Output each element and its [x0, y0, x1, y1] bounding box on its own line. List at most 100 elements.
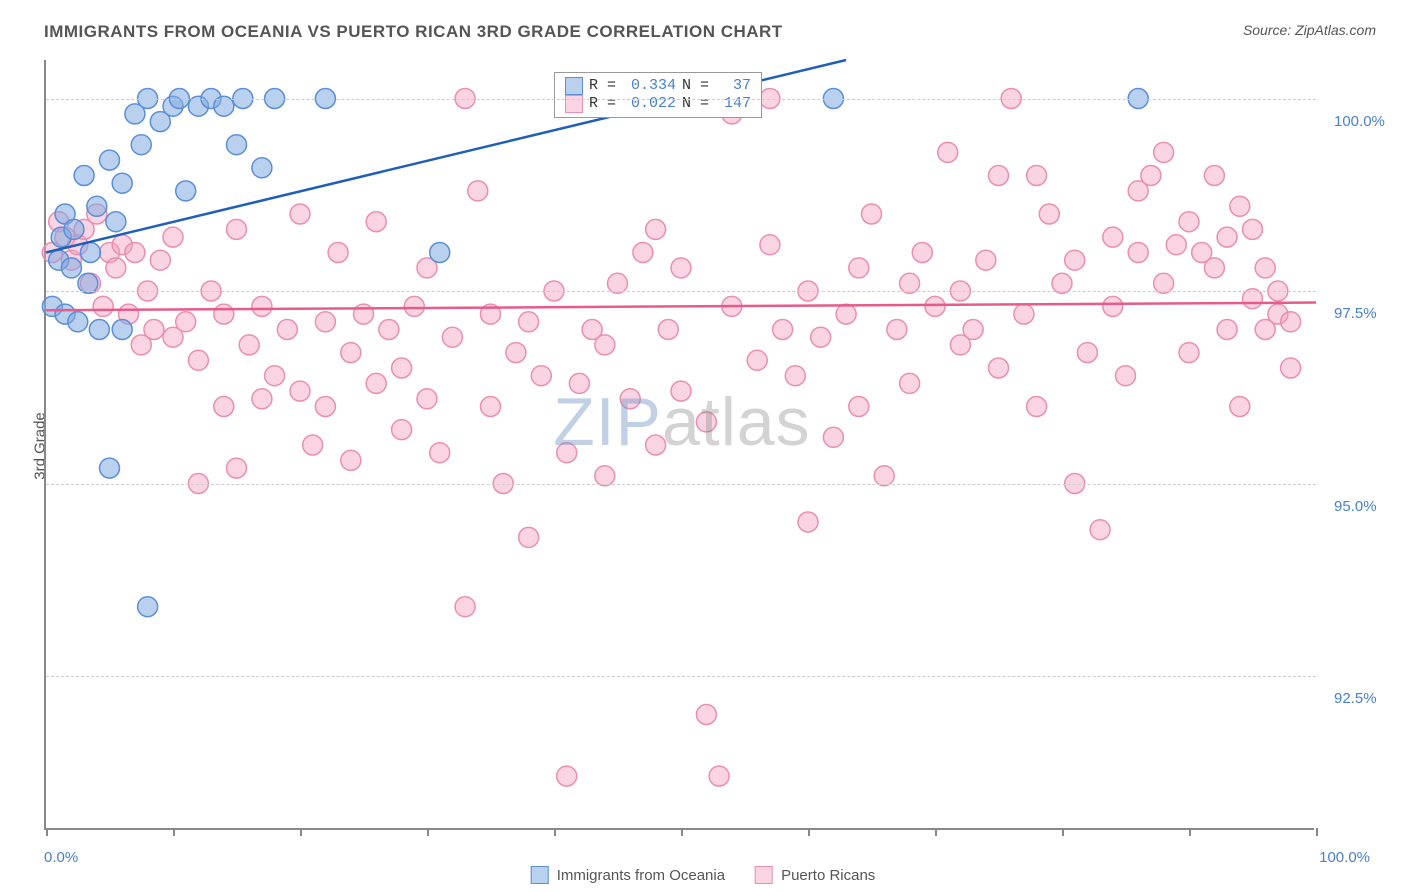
puerto_rican-point [989, 358, 1009, 378]
puerto_rican-point [392, 358, 412, 378]
puerto_rican-point [849, 397, 869, 417]
gridline [46, 676, 1316, 677]
x-tick [1189, 828, 1191, 836]
puerto_rican-point [1204, 258, 1224, 278]
legend-swatch [531, 866, 549, 884]
puerto_rican-point [1103, 227, 1123, 247]
puerto_rican-point [557, 766, 577, 786]
puerto_rican-point [773, 320, 793, 340]
oceania-point [61, 258, 81, 278]
puerto_rican-point [658, 320, 678, 340]
puerto_rican-point [836, 304, 856, 324]
chart-title: IMMIGRANTS FROM OCEANIA VS PUERTO RICAN … [44, 22, 783, 42]
puerto_rican-point [417, 389, 437, 409]
legend-item: Immigrants from Oceania [531, 866, 725, 884]
puerto_rican-point [506, 343, 526, 363]
legend-label: Puerto Ricans [781, 867, 875, 884]
puerto_rican-point [442, 327, 462, 347]
puerto_rican-point [455, 597, 475, 617]
puerto_rican-point [265, 366, 285, 386]
puerto_rican-point [366, 373, 386, 393]
puerto_rican-point [1065, 250, 1085, 270]
source-attribution: Source: ZipAtlas.com [1243, 22, 1376, 38]
x-tick [300, 828, 302, 836]
puerto_rican-point [1027, 397, 1047, 417]
puerto_rican-point [468, 181, 488, 201]
puerto_rican-point [93, 296, 113, 316]
puerto_rican-point [1103, 296, 1123, 316]
puerto_rican-point [823, 427, 843, 447]
puerto_rican-point [963, 320, 983, 340]
x-tick [1062, 828, 1064, 836]
puerto_rican-point [1027, 166, 1047, 186]
puerto_rican-point [1077, 343, 1097, 363]
scatter-plot-area: ZIPatlas R = 0.334 N = 37 R = 0.022 N = … [44, 60, 1314, 830]
puerto_rican-point [798, 512, 818, 532]
puerto_rican-point [1179, 343, 1199, 363]
oceania-point [430, 243, 450, 263]
puerto_rican-point [277, 320, 297, 340]
x-tick [427, 828, 429, 836]
puerto_rican-point [989, 166, 1009, 186]
gridline [46, 484, 1316, 485]
puerto_rican-trendline [46, 303, 1316, 311]
puerto_rican-point [760, 235, 780, 255]
puerto_rican-point [519, 312, 539, 332]
x-axis-max-label: 100.0% [1319, 849, 1370, 866]
x-tick [1316, 828, 1318, 836]
puerto_rican-point [519, 527, 539, 547]
puerto_rican-point [176, 312, 196, 332]
puerto_rican-point [633, 243, 653, 263]
puerto_rican-point [1014, 304, 1034, 324]
oceania-point [100, 458, 120, 478]
puerto_rican-point [1090, 520, 1110, 540]
puerto_rican-point [1230, 196, 1250, 216]
puerto_rican-point [1166, 235, 1186, 255]
puerto_rican-point [1217, 320, 1237, 340]
puerto_rican-point [341, 343, 361, 363]
puerto_rican-point [290, 381, 310, 401]
puerto_rican-point [125, 243, 145, 263]
puerto_rican-point [290, 204, 310, 224]
puerto_rican-point [106, 258, 126, 278]
puerto_rican-point [671, 258, 691, 278]
puerto_rican-point [938, 142, 958, 162]
oceania-point [74, 166, 94, 186]
legend-swatch [755, 866, 773, 884]
puerto_rican-point [887, 320, 907, 340]
x-tick [808, 828, 810, 836]
puerto_rican-point [671, 381, 691, 401]
y-tick-label: 97.5% [1334, 305, 1404, 322]
puerto_rican-point [620, 389, 640, 409]
puerto_rican-point [315, 312, 335, 332]
puerto_rican-point [1281, 358, 1301, 378]
oceania-point [89, 320, 109, 340]
oceania-point [100, 150, 120, 170]
puerto_rican-point [569, 373, 589, 393]
puerto_rican-point [392, 420, 412, 440]
correlation-stats-box: R = 0.334 N = 37 R = 0.022 N = 147 [554, 72, 762, 118]
puerto_rican-point [481, 397, 501, 417]
puerto_rican-point [925, 296, 945, 316]
puerto_rican-point [1179, 212, 1199, 232]
oceania-point [68, 312, 88, 332]
puerto_rican-point [227, 219, 247, 239]
oceania-point [131, 135, 151, 155]
gridline [46, 99, 1316, 100]
puerto_rican-point [328, 243, 348, 263]
x-tick [935, 828, 937, 836]
puerto_rican-point [696, 705, 716, 725]
puerto_rican-point [849, 258, 869, 278]
oceania-point [106, 212, 126, 232]
puerto_rican-point [900, 373, 920, 393]
puerto_rican-point [214, 397, 234, 417]
puerto_rican-point [811, 327, 831, 347]
legend-item: Puerto Ricans [755, 866, 875, 884]
puerto_rican-point [646, 219, 666, 239]
bottom-legend: Immigrants from Oceania Puerto Ricans [531, 866, 876, 884]
y-tick-label: 95.0% [1334, 498, 1404, 515]
oceania-point [87, 196, 107, 216]
puerto_rican-point [227, 458, 247, 478]
puerto_rican-point [1154, 142, 1174, 162]
y-tick-label: 92.5% [1334, 690, 1404, 707]
